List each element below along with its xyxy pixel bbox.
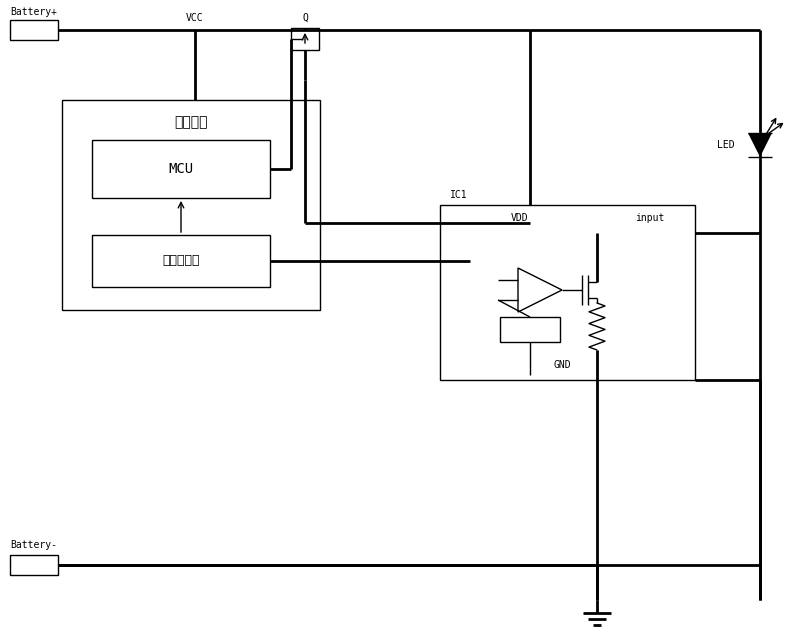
Text: MCU: MCU bbox=[169, 162, 194, 176]
Text: IC1: IC1 bbox=[450, 190, 468, 200]
Text: GND: GND bbox=[553, 360, 571, 370]
Text: VCC: VCC bbox=[186, 13, 204, 23]
Bar bbox=[10, 20, 58, 40]
Bar bbox=[62, 100, 320, 310]
Polygon shape bbox=[748, 133, 772, 157]
Text: Q: Q bbox=[302, 13, 308, 23]
Bar bbox=[92, 235, 270, 287]
Bar bbox=[291, 28, 319, 50]
Bar bbox=[440, 205, 695, 380]
Bar bbox=[10, 555, 58, 575]
Text: 主控电路: 主控电路 bbox=[174, 115, 208, 129]
Bar bbox=[92, 140, 270, 198]
Text: VDD: VDD bbox=[511, 213, 529, 223]
Text: Battery+: Battery+ bbox=[10, 7, 58, 17]
Text: input: input bbox=[635, 213, 665, 223]
Polygon shape bbox=[518, 268, 562, 312]
Bar bbox=[500, 317, 560, 342]
Text: Battery-: Battery- bbox=[10, 540, 58, 550]
Text: 电压基准源: 电压基准源 bbox=[162, 255, 200, 268]
Text: LED: LED bbox=[718, 140, 735, 150]
